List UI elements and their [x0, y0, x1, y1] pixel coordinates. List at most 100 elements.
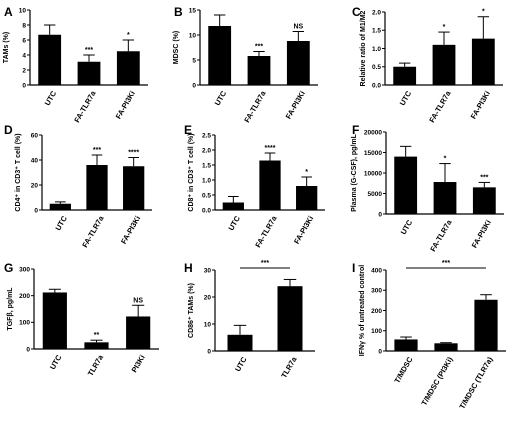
- y-tick-label: 20: [204, 294, 212, 301]
- y-tick-label: 0: [378, 211, 382, 218]
- y-tick-label: 10: [189, 32, 197, 39]
- panel-i: I 0 100 200 300 400 IFNγ % of untreated contro…: [352, 260, 506, 411]
- x-tick-label: TLR7a: [86, 353, 106, 378]
- bracket-label: ***: [261, 260, 269, 267]
- y-tick-label: 0.0: [202, 207, 211, 214]
- y-tick-label: 300: [371, 288, 382, 295]
- bar: [247, 56, 271, 85]
- bar: [208, 26, 232, 85]
- bar: [394, 156, 418, 214]
- y-tick-label: 30: [204, 267, 212, 274]
- bar: [296, 186, 318, 210]
- bar: [286, 41, 310, 85]
- y-tick-label: 10000: [364, 170, 382, 177]
- y-axis-label: IFNγ % of untreated control: [359, 265, 366, 356]
- x-tick-label: FA-PI3Ki: [292, 214, 315, 245]
- x-tick-label: TLR7a: [279, 355, 299, 380]
- y-axis-label: TAMs (%): [3, 32, 10, 63]
- y-tick-label: 10: [19, 7, 27, 14]
- y-tick-label: 0: [378, 348, 382, 355]
- y-axis-label: CD86⁺ TAMs (%): [188, 283, 195, 338]
- y-tick-label: 0.5: [202, 192, 211, 199]
- x-tick-label: UTC: [226, 214, 242, 232]
- panel-g: G 0 100 200 300 TGFβ, pg/mL UTC ** TLR7a NS PI3Ki: [4, 261, 159, 378]
- significance-label: *: [127, 32, 130, 39]
- significance-label: ***: [85, 47, 93, 54]
- significance-label: *: [443, 24, 446, 31]
- y-axis-label: Plasma (G-CSF), pg/mL: [351, 133, 358, 212]
- bar: [433, 182, 457, 214]
- y-tick-label: 0: [22, 82, 26, 89]
- panel-letter: I: [352, 261, 355, 275]
- y-tick-label: 400: [371, 267, 382, 274]
- y-tick-label: 1.0: [372, 46, 381, 53]
- y-axis-label: TGFβ, pg/mL: [7, 287, 14, 331]
- y-tick-label: 0.0: [372, 82, 381, 89]
- x-tick-label: UTC: [233, 355, 249, 373]
- y-tick-label: 15000: [364, 150, 382, 157]
- x-tick-label: T/MDSC (PI3Ki): [419, 355, 454, 407]
- bar: [394, 339, 418, 351]
- y-tick-label: 200: [371, 308, 382, 315]
- y-tick-label: 8: [22, 22, 26, 29]
- panel-d: D 0 20 40 60 CD4⁺ in CD3⁺ T cell (%) UTC *** FA-…: [4, 123, 152, 249]
- significance-label: NS: [293, 24, 303, 31]
- y-tick-label: 0.5: [372, 64, 381, 71]
- y-axis-label: MDSC (%): [173, 31, 180, 64]
- y-tick-label: 100: [371, 328, 382, 335]
- bar: [84, 342, 109, 349]
- y-tick-label: 100: [19, 320, 30, 327]
- bar: [434, 343, 458, 351]
- bar: [472, 187, 496, 214]
- panel-e: E 0.0 0.5 1.0 1.5 2.0 2.5 CD8⁺ in CD3⁺ T cell (…: [184, 123, 325, 249]
- panel-letter: H: [184, 261, 193, 275]
- x-tick-label: UTC: [43, 89, 59, 107]
- x-tick-label: UTC: [48, 353, 64, 371]
- bar: [116, 51, 140, 85]
- x-tick-label: PI3Ki: [130, 353, 147, 374]
- x-tick-label: T/MDSC: [392, 355, 414, 385]
- x-tick-label: T/MDSC (TLR7a): [457, 355, 494, 411]
- panel-letter: F: [352, 123, 359, 137]
- bar: [277, 286, 303, 351]
- bar: [49, 203, 71, 210]
- bar: [222, 202, 244, 210]
- significance-label: ***: [480, 174, 488, 181]
- y-tick-label: 5: [192, 57, 196, 64]
- y-axis-label: Relative ratio of M1/M2: [360, 10, 367, 86]
- significance-label: NS: [133, 297, 143, 304]
- significance-label: ***: [255, 44, 263, 51]
- panel-letter: G: [4, 261, 13, 275]
- y-tick-label: 15: [189, 7, 197, 14]
- bracket-label: ***: [442, 260, 450, 267]
- y-tick-label: 0: [192, 82, 196, 89]
- x-tick-label: FA-PI3Ki: [469, 89, 492, 120]
- y-tick-label: 20: [31, 182, 39, 189]
- x-tick-label: UTC: [213, 89, 229, 107]
- x-tick-label: FA-PI3Ki: [119, 214, 142, 245]
- x-tick-label: FA-TLR7a: [427, 89, 453, 125]
- y-tick-label: 1.5: [202, 162, 211, 169]
- y-tick-label: 0: [207, 348, 211, 355]
- bar: [126, 316, 151, 349]
- x-tick-label: UTC: [398, 89, 414, 107]
- y-tick-label: 10: [204, 321, 212, 328]
- bar: [259, 160, 281, 210]
- significance-label: *: [482, 9, 485, 16]
- y-tick-label: 4: [22, 52, 26, 59]
- y-tick-label: 1.0: [202, 177, 211, 184]
- y-tick-label: 40: [31, 157, 39, 164]
- panel-letter: E: [184, 123, 192, 137]
- x-tick-label: UTC: [53, 214, 69, 232]
- panel-b: B 0 5 10 15 MDSC (%) UTC *** FA-TLR7a NS FA-PI3Ki: [173, 5, 318, 124]
- significance-label: ***: [93, 147, 101, 154]
- x-tick-label: FA-TLR7a: [80, 214, 106, 250]
- y-tick-label: 20000: [364, 129, 382, 136]
- bar: [86, 165, 108, 210]
- bar: [227, 334, 253, 351]
- x-tick-label: FA-TLR7a: [253, 214, 279, 250]
- bar: [393, 66, 417, 85]
- x-tick-label: FA-TLR7a: [242, 89, 268, 125]
- bar: [474, 299, 498, 351]
- bar: [38, 34, 62, 85]
